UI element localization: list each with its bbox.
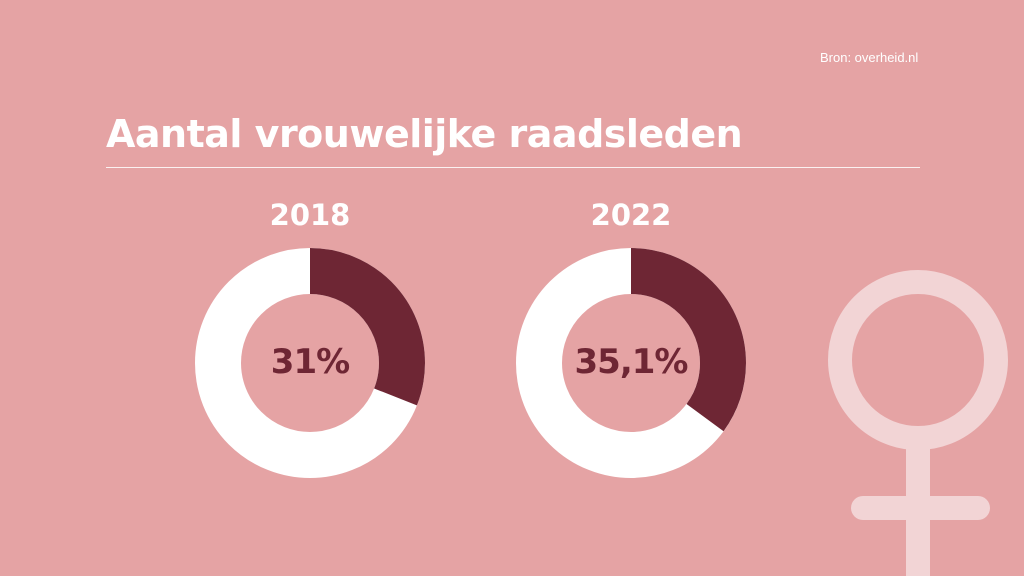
title-divider [106, 167, 920, 168]
donut-share-slice [516, 248, 746, 478]
female-symbol-icon [828, 270, 1008, 576]
donut-svg [516, 248, 746, 478]
donut-svg [195, 248, 425, 478]
chart-year-label: 2022 [590, 198, 672, 232]
donut-chart-2022: 2022 35,1% [511, 195, 751, 485]
source-note: Bron: overheid.nl [820, 50, 919, 65]
page-title: Aantal vrouwelijke raadsleden [106, 112, 743, 156]
donut-share-slice [195, 248, 425, 478]
chart-year-label: 2018 [269, 198, 351, 232]
donut-value-label: 31% [270, 342, 350, 382]
donut-value-label: 35,1% [574, 342, 689, 382]
donut-chart-2018: 2018 31% [190, 195, 430, 485]
